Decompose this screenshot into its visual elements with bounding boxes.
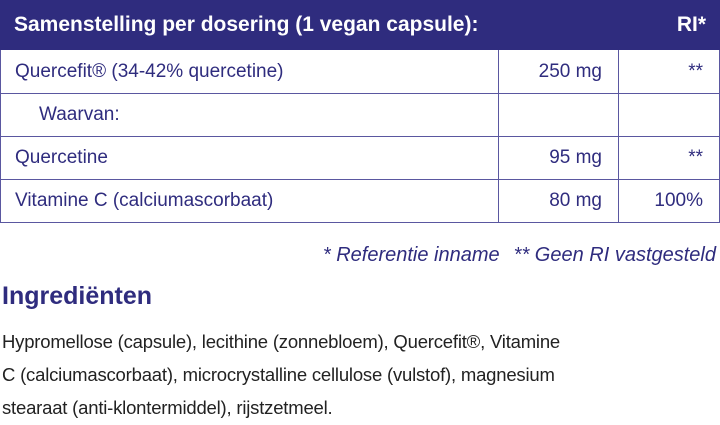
ingredients-line: C (calciumascorbaat), microcrystalline c… xyxy=(2,364,555,385)
header-cell: Samenstelling per dosering (1 vegan caps… xyxy=(14,13,479,36)
table-cell: Vitamine C (calciumascorbaat) xyxy=(15,190,274,211)
table-cell: Quercefit® (34-42% quercetine) xyxy=(15,61,284,82)
table-cell: Quercetine xyxy=(15,147,108,168)
table-row: Vitamine C (calciumascorbaat) 80 mg 100% xyxy=(0,179,720,223)
header-cell: RI* xyxy=(676,13,706,36)
table-row: Quercetine 95 mg ** xyxy=(0,136,720,180)
table-header: Samenstelling per dosering (1 vegan caps… xyxy=(0,0,720,50)
table-row: Waarvan: xyxy=(0,93,720,137)
table-cell xyxy=(618,93,719,136)
table-cell: 250 mg xyxy=(498,50,618,93)
ingredients-line: Hypromellose (capsule), lecithine (zonne… xyxy=(2,331,561,352)
ingredients-line: stearaat (anti-klontermiddel), rijstzetm… xyxy=(2,397,333,418)
table-cell: ** xyxy=(618,50,719,93)
table-cell: Waarvan: xyxy=(39,104,120,125)
table-row: Quercefit® (34-42% quercetine) 250 mg ** xyxy=(0,50,720,94)
footnote: * Referentie inname xyxy=(322,244,500,266)
table-cell: 80 mg xyxy=(498,179,618,222)
table-cell xyxy=(498,93,618,136)
ingredients-title: Ingrediënten xyxy=(2,282,153,310)
table-cell: ** xyxy=(618,136,719,179)
footnote: ** Geen RI vastgesteld xyxy=(513,244,716,266)
table-cell: 95 mg xyxy=(498,136,618,179)
footnotes: * Referentie inname ** Geen RI vastgestel… xyxy=(309,244,716,267)
table-cell: 100% xyxy=(618,179,719,222)
